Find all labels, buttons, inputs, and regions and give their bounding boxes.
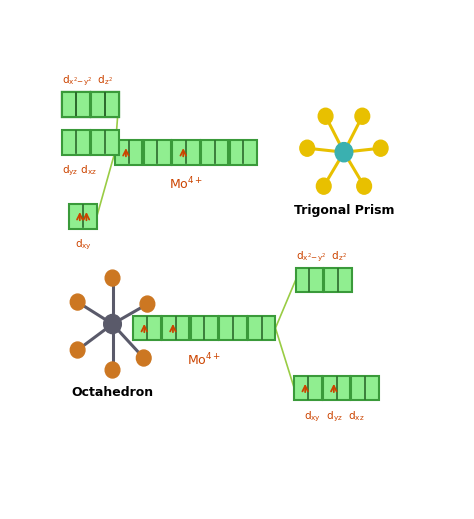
Circle shape	[105, 362, 120, 378]
Circle shape	[300, 140, 315, 156]
Bar	[201, 140, 228, 165]
Bar	[63, 92, 90, 117]
Text: Octahedron: Octahedron	[72, 386, 154, 399]
Bar	[63, 92, 90, 117]
Bar	[69, 204, 97, 228]
Bar	[91, 92, 118, 117]
Bar	[63, 92, 90, 117]
Bar	[115, 140, 143, 165]
Bar	[191, 316, 218, 340]
Text: Mo$^{4+}$: Mo$^{4+}$	[169, 176, 203, 193]
Circle shape	[105, 270, 120, 286]
Text: $\mathrm{d_{xy}}$: $\mathrm{d_{xy}}$	[74, 237, 91, 252]
Bar	[323, 376, 350, 400]
Bar	[172, 140, 200, 165]
Text: $\mathrm{d_{x^2\!-\!y^2}\ \ d_{z^2}}$: $\mathrm{d_{x^2\!-\!y^2}\ \ d_{z^2}}$	[296, 249, 347, 264]
Bar	[91, 92, 118, 117]
Bar	[63, 92, 90, 117]
Bar	[352, 376, 379, 400]
Bar	[229, 140, 257, 165]
Circle shape	[104, 315, 121, 334]
Text: Mo$^{4+}$: Mo$^{4+}$	[187, 351, 221, 368]
Circle shape	[70, 294, 85, 310]
Circle shape	[137, 350, 151, 366]
Bar	[219, 316, 247, 340]
Circle shape	[318, 108, 333, 124]
Bar	[144, 140, 171, 165]
Bar	[294, 376, 322, 400]
Text: $\mathrm{d_{x^2\!-\!y^2}\ \ d_{z^2}}$: $\mathrm{d_{x^2\!-\!y^2}\ \ d_{z^2}}$	[63, 74, 114, 88]
Bar	[91, 130, 118, 155]
Bar	[133, 316, 161, 340]
Bar	[296, 268, 323, 293]
Text: $\mathrm{d_{xy}\ \ d_{yz}\ \ d_{xz}}$: $\mathrm{d_{xy}\ \ d_{yz}\ \ d_{xz}}$	[304, 409, 365, 424]
Bar	[91, 92, 118, 117]
Text: Trigonal Prism: Trigonal Prism	[294, 204, 394, 217]
Text: $\mathrm{d_{yz}\ d_{xz}}$: $\mathrm{d_{yz}\ d_{xz}}$	[63, 163, 97, 178]
Circle shape	[317, 178, 331, 194]
Bar	[324, 268, 352, 293]
Circle shape	[374, 140, 388, 156]
Circle shape	[357, 178, 372, 194]
Circle shape	[140, 296, 155, 312]
Bar	[63, 130, 90, 155]
Bar	[91, 92, 118, 117]
Circle shape	[70, 342, 85, 358]
Circle shape	[355, 108, 370, 124]
Circle shape	[335, 143, 353, 162]
Bar	[248, 316, 275, 340]
Bar	[162, 316, 190, 340]
